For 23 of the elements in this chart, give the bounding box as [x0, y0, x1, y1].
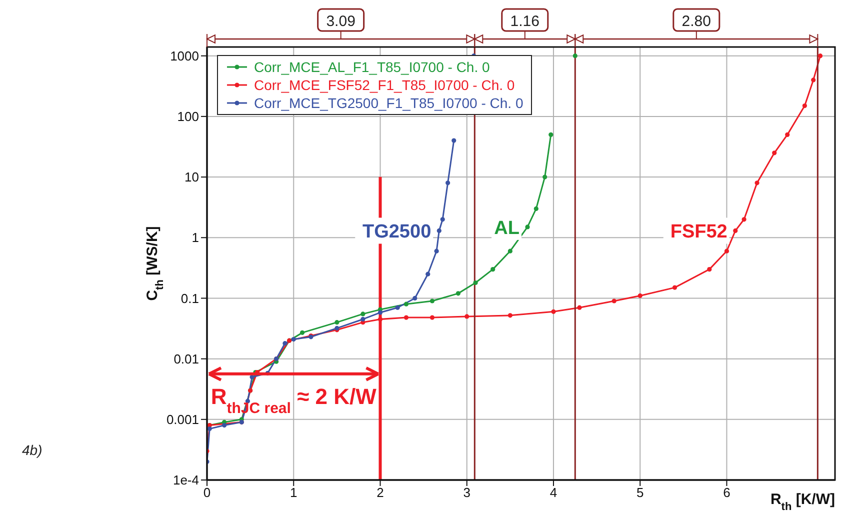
y-tick-label: 1 [192, 230, 199, 246]
legend-label: Corr_MCE_TG2500_F1_T85_I0700 - Ch. 0 [254, 94, 524, 112]
y-tick-label: 0.001 [166, 412, 199, 428]
legend-label: Corr_MCE_AL_F1_T85_I0700 - Ch. 0 [254, 58, 490, 76]
x-tick-label: 0 [203, 485, 211, 500]
x-axis-title: R$_{th}$ [K/W] [770, 491, 835, 513]
annotation: AL [494, 218, 520, 239]
y-tick-label: 100 [177, 109, 199, 124]
x-tick-label: 5 [636, 485, 644, 500]
annotation: TG2500 [362, 222, 432, 243]
y-tick-label: 10 [184, 170, 199, 185]
x-tick-label: 2 [376, 485, 384, 500]
y-tick-label: 0.1 [180, 290, 199, 306]
legend-label: Corr_MCE_FSF52_F1_T85_I0700 - Ch. 0 [254, 76, 515, 94]
annotation: FSF52 [670, 222, 728, 243]
y-tick-label: 1000 [170, 48, 199, 64]
x-tick-label: 3 [463, 485, 470, 500]
text: 4b) [22, 442, 42, 458]
y-tick-label: 0.01 [174, 351, 199, 366]
x-tick-label: 6 [723, 485, 730, 500]
x-tick-label: 4 [550, 485, 558, 500]
y-tick-label: 1e-4 [172, 472, 199, 488]
x-tick-label: 1 [290, 485, 298, 500]
